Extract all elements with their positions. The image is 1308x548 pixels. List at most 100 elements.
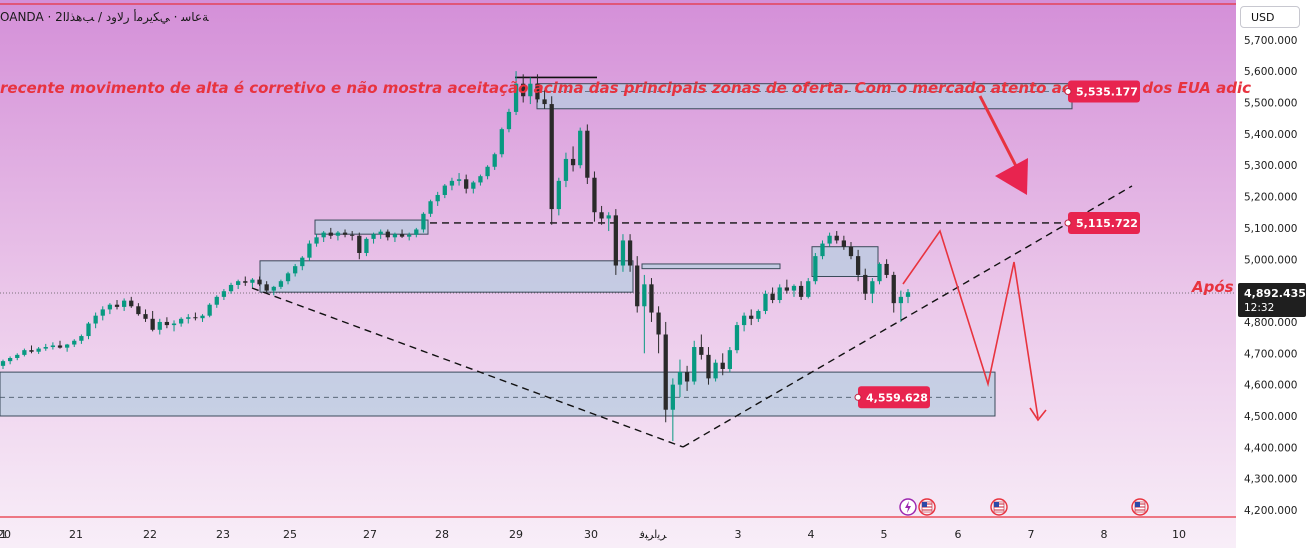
- candle: [228, 282, 234, 294]
- candle: [706, 347, 711, 385]
- candle: [314, 234, 319, 247]
- candle-body: [257, 279, 262, 285]
- candle: [563, 152, 569, 188]
- x-tick-label: 10: [1172, 528, 1186, 541]
- candle: [22, 348, 27, 357]
- candle: [606, 212, 611, 232]
- candle-body: [684, 372, 690, 382]
- candle: [278, 279, 284, 290]
- candle: [407, 232, 412, 241]
- candle: [57, 340, 63, 349]
- y-tick-label: 5,100.000: [1244, 223, 1297, 235]
- countdown-text: 12:32: [1244, 302, 1274, 314]
- candle: [72, 339, 77, 348]
- candle: [699, 334, 704, 360]
- candle: [870, 278, 875, 304]
- candle-body: [870, 281, 875, 294]
- candle-body: [36, 348, 41, 352]
- annotation-text: recente movimento de alta é corretivo e …: [0, 79, 1251, 97]
- candle: [29, 345, 34, 354]
- candle-body: [164, 321, 170, 326]
- candle-body: [157, 321, 162, 330]
- candle-body: [692, 347, 697, 382]
- candle-body: [421, 213, 426, 230]
- candle: [806, 278, 811, 299]
- candle-body: [72, 340, 77, 345]
- candle: [506, 108, 512, 133]
- candle: [442, 184, 447, 199]
- candle: [250, 278, 255, 288]
- candle: [898, 290, 904, 322]
- candle: [542, 89, 547, 109]
- candle: [93, 312, 98, 329]
- candle: [214, 295, 219, 308]
- candle-body: [435, 194, 440, 202]
- candle: [905, 289, 911, 304]
- candle: [129, 296, 134, 308]
- candle: [378, 229, 383, 239]
- event-icon-us-flag-2: [990, 498, 1008, 516]
- candle: [499, 127, 504, 158]
- label-top-level-anchor: [1064, 87, 1072, 95]
- candle-body: [228, 284, 234, 292]
- candle-body: [143, 314, 148, 319]
- candle-body: [749, 315, 754, 319]
- candle-body: [535, 83, 540, 100]
- price-axis-background: [1236, 0, 1308, 548]
- candle-body: [385, 231, 390, 238]
- candle: [179, 317, 184, 327]
- candle: [150, 310, 155, 332]
- candle: [720, 353, 725, 376]
- candle-body: [756, 310, 761, 319]
- projection-path: [902, 229, 1039, 419]
- candle-body: [542, 99, 547, 105]
- candle-body: [649, 284, 654, 313]
- candle: [285, 271, 291, 285]
- candle-body: [22, 350, 27, 355]
- candle: [86, 321, 91, 340]
- candle: [264, 281, 269, 293]
- candle: [271, 285, 276, 296]
- candle-body: [798, 285, 804, 297]
- candle: [36, 347, 41, 354]
- candle-body: [371, 234, 376, 239]
- candle-body: [7, 358, 13, 362]
- candle-body: [570, 158, 576, 166]
- pattern-line-descending: [251, 287, 684, 448]
- candle: [257, 276, 262, 286]
- candle: [513, 71, 519, 116]
- candle: [122, 298, 127, 311]
- candle: [471, 180, 476, 194]
- candle-body: [442, 185, 447, 195]
- candle-body: [791, 285, 797, 291]
- candle-body: [171, 323, 177, 326]
- candle-body: [357, 235, 362, 253]
- candle: [570, 146, 576, 172]
- candle: [627, 234, 633, 272]
- candle-body: [293, 266, 298, 274]
- candle: [200, 314, 205, 322]
- candle-body: [193, 317, 198, 319]
- candle: [492, 152, 497, 170]
- candle: [855, 249, 861, 282]
- candle: [599, 205, 604, 225]
- candle: [164, 317, 170, 329]
- label-low-level-box: [858, 386, 930, 409]
- y-tick-label: 5,600.000: [1244, 66, 1297, 78]
- candle: [756, 309, 761, 322]
- candle: [385, 229, 390, 241]
- x-tick-label: 29: [509, 528, 523, 541]
- current-price-text: 4,892.435: [1244, 287, 1306, 300]
- candle-body: [186, 317, 191, 319]
- candle: [449, 177, 455, 191]
- currency-selector[interactable]: USD: [1240, 6, 1300, 28]
- candle-body: [179, 318, 184, 324]
- candle: [649, 278, 654, 322]
- candle-body: [114, 304, 120, 307]
- candle-body: [485, 166, 490, 177]
- candle: [585, 124, 590, 185]
- flag-canton: [994, 502, 999, 507]
- candle: [7, 356, 13, 365]
